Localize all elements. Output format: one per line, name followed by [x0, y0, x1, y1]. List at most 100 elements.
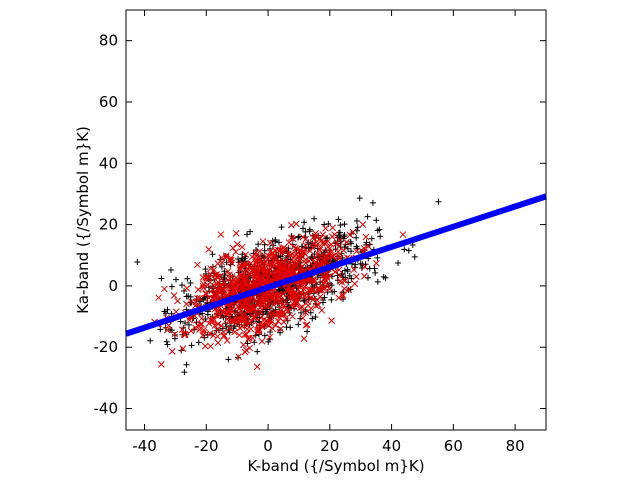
cross-point — [266, 239, 274, 247]
cross-point — [328, 317, 335, 324]
plus-point — [309, 315, 316, 322]
fit-line — [125, 193, 547, 337]
plus-point — [163, 338, 170, 345]
cross-point — [288, 234, 295, 241]
cross-point — [238, 282, 246, 290]
plus-point — [374, 254, 381, 261]
cross-point — [326, 285, 333, 293]
cross-point — [259, 266, 266, 273]
cross-point — [202, 290, 210, 298]
y-axis-label: Ka-band ({/Symbol m}K) — [74, 126, 92, 314]
plus-point — [157, 326, 164, 333]
cross-point — [253, 363, 261, 371]
plus-point — [382, 274, 389, 281]
cross-point — [301, 285, 308, 293]
plus-point — [173, 276, 180, 283]
cross-point — [329, 253, 337, 261]
cross-point — [236, 316, 244, 323]
cross-point — [233, 241, 241, 248]
cross-point — [200, 326, 208, 334]
cross-point — [323, 277, 330, 285]
cross-point — [232, 248, 240, 256]
cross-point — [336, 272, 344, 280]
plus-point — [278, 224, 285, 231]
cross-point — [240, 314, 248, 322]
plus-point — [395, 260, 402, 267]
plus-point — [184, 275, 191, 282]
cross-point — [220, 328, 227, 336]
cross-point — [292, 299, 300, 307]
plus-point — [299, 225, 306, 232]
cross-point — [292, 220, 300, 228]
cross-point — [362, 233, 370, 241]
plus-point — [372, 269, 379, 276]
cross-point — [323, 271, 330, 279]
cross-point — [273, 265, 281, 272]
plus-point — [178, 282, 185, 289]
x-tick-label: 20 — [320, 437, 339, 455]
cross-point — [200, 280, 207, 288]
plus-point — [187, 279, 194, 286]
cross-point — [285, 239, 293, 246]
cross-point — [213, 273, 221, 281]
cross-point — [214, 280, 221, 288]
cross-point — [326, 272, 334, 280]
plus-point — [183, 361, 190, 368]
y-tick-label: -40 — [94, 400, 119, 418]
cross-point — [229, 244, 237, 252]
y-tick-label: 80 — [99, 32, 118, 50]
cross-point — [155, 294, 162, 302]
cross-point — [278, 301, 286, 309]
plus-point — [254, 348, 261, 355]
cross-point — [194, 286, 202, 293]
cross-point — [170, 292, 178, 299]
cross-point — [253, 268, 260, 276]
cross-point — [351, 280, 359, 288]
plus-point — [203, 270, 210, 277]
cross-point — [237, 262, 245, 270]
cross-point — [220, 278, 228, 285]
cross-point — [258, 260, 266, 268]
cross-point — [258, 337, 266, 345]
cross-point — [174, 297, 181, 305]
plus-point — [356, 195, 363, 202]
plus-point — [218, 263, 225, 270]
cross-point — [194, 261, 201, 269]
cross-point — [235, 316, 243, 324]
cross-point — [321, 274, 328, 282]
cross-point — [240, 341, 247, 349]
cross-point — [335, 294, 343, 302]
x-axis-label: K-band ({/Symbol m}K) — [247, 457, 424, 475]
cross-point — [282, 314, 290, 322]
cross-point — [271, 246, 279, 254]
plus-point — [335, 216, 342, 223]
cross-point — [329, 224, 336, 232]
cross-point — [287, 293, 295, 301]
cross-point — [264, 261, 271, 269]
cross-point — [243, 325, 251, 333]
plus-point — [255, 331, 262, 338]
cross-point — [239, 301, 246, 308]
x-tick-label: 40 — [382, 437, 401, 455]
cross-point — [324, 282, 332, 289]
cross-point — [318, 240, 326, 247]
plus-point — [158, 275, 165, 282]
cross-point — [211, 322, 219, 330]
cross-point — [215, 308, 223, 316]
cross-point — [227, 254, 235, 262]
cross-point — [353, 247, 360, 255]
cross-point — [207, 342, 214, 350]
cross-point — [338, 278, 346, 286]
cross-point — [244, 336, 252, 343]
cross-point — [198, 315, 205, 322]
cross-point — [246, 344, 254, 352]
plus-point — [337, 229, 344, 236]
cross-point — [252, 249, 259, 257]
cross-point — [255, 253, 263, 261]
cross-point — [308, 286, 316, 294]
plus-point — [185, 293, 192, 300]
cross-point — [292, 301, 300, 309]
cross-point — [210, 290, 218, 298]
cross-point — [228, 306, 236, 314]
cross-point — [243, 330, 250, 338]
